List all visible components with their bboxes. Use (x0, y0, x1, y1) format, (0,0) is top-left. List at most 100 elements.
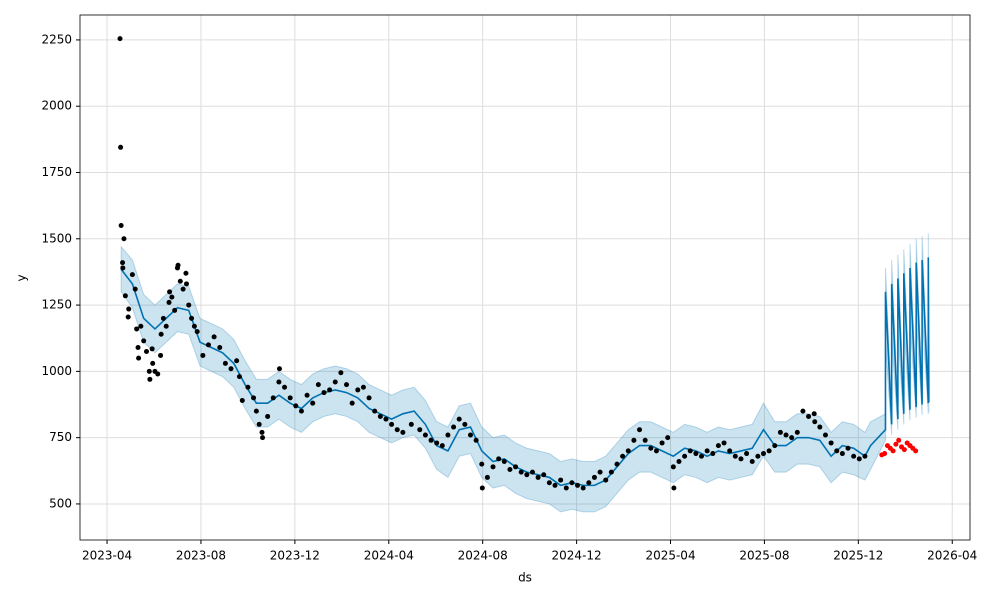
observed-point (169, 294, 175, 300)
observed-point (484, 474, 490, 480)
observed-point (217, 345, 223, 350)
observed-point (400, 429, 406, 435)
observed-point (222, 360, 228, 366)
observed-point (659, 440, 665, 446)
observed-point (117, 36, 123, 42)
observed-point (389, 421, 395, 427)
observed-point (177, 278, 183, 284)
observed-point (637, 427, 643, 433)
observed-point (183, 281, 189, 287)
observed-point (744, 451, 750, 457)
observed-point (671, 485, 677, 491)
observed-point (260, 435, 266, 441)
observed-point (749, 459, 755, 465)
observed-point (141, 338, 147, 344)
observed-point (546, 480, 552, 486)
observed-point (490, 464, 496, 470)
observed-point (287, 395, 293, 401)
observed-point (789, 435, 795, 441)
observed-point (682, 453, 688, 459)
y-tick-label: 1000 (41, 364, 72, 378)
observed-point (856, 456, 862, 462)
observed-point (772, 443, 778, 449)
future-point (913, 448, 919, 454)
observed-point (276, 379, 282, 385)
observed-point (653, 448, 659, 454)
observed-point (160, 315, 166, 321)
observed-point (259, 429, 265, 435)
observed-point (158, 331, 164, 337)
x-tick-label: 2023-04 (82, 549, 132, 563)
observed-point (228, 366, 234, 372)
observed-point (642, 437, 648, 443)
future-point (896, 437, 902, 443)
observed-point (338, 370, 344, 376)
observed-point (845, 445, 851, 451)
observed-point (496, 456, 502, 462)
y-tick-label: 1750 (41, 165, 72, 179)
observed-point (149, 346, 155, 352)
observed-point (282, 384, 288, 390)
observed-point (693, 451, 699, 457)
observed-point (834, 448, 840, 454)
observed-point (120, 265, 126, 271)
observed-point (118, 223, 124, 229)
observed-point (146, 368, 152, 374)
observed-point (704, 448, 710, 454)
x-axis-label: ds (518, 571, 532, 585)
observed-point (383, 416, 389, 422)
observed-point (211, 334, 217, 340)
x-tick-label: 2023-08 (176, 549, 226, 563)
observed-point (625, 448, 631, 454)
x-tick-label: 2026-04 (927, 549, 977, 563)
observed-point (597, 469, 603, 475)
observed-point (439, 443, 445, 449)
observed-point (541, 472, 547, 478)
observed-point (732, 453, 738, 459)
observed-point (721, 440, 727, 446)
observed-point (360, 384, 366, 390)
observed-point (687, 448, 693, 454)
observed-point (462, 421, 468, 427)
observed-point (479, 461, 485, 467)
observed-point (122, 293, 128, 299)
observed-point (408, 421, 414, 427)
observed-point (569, 480, 575, 486)
observed-point (445, 432, 451, 438)
observed-point (349, 400, 355, 406)
observed-point (851, 453, 857, 459)
y-tick-label: 2250 (41, 32, 72, 46)
observed-point (121, 236, 127, 242)
observed-point (276, 366, 282, 372)
observed-point (143, 348, 149, 354)
y-tick-label: 750 (49, 430, 72, 444)
observed-point (586, 480, 592, 486)
observed-point (125, 314, 131, 320)
observed-point (293, 403, 299, 409)
observed-point (150, 360, 156, 366)
observed-point (172, 307, 178, 313)
y-tick-label: 500 (49, 496, 72, 510)
observed-point (147, 376, 153, 382)
observed-point (186, 302, 192, 308)
observed-point (614, 461, 620, 467)
observed-point (205, 342, 211, 348)
observed-point (518, 469, 524, 475)
observed-point (175, 262, 181, 268)
future-point (893, 441, 899, 447)
observed-point (120, 260, 126, 266)
observed-point (245, 384, 251, 390)
observed-point (344, 382, 350, 388)
observed-point (136, 355, 142, 361)
observed-point (163, 323, 169, 329)
observed-point (200, 352, 206, 358)
observed-point (817, 424, 823, 430)
observed-point (189, 315, 195, 321)
observed-point (591, 474, 597, 480)
observed-point (760, 451, 766, 457)
observed-point (126, 306, 132, 312)
observed-point (428, 437, 434, 443)
observed-point (507, 466, 513, 472)
